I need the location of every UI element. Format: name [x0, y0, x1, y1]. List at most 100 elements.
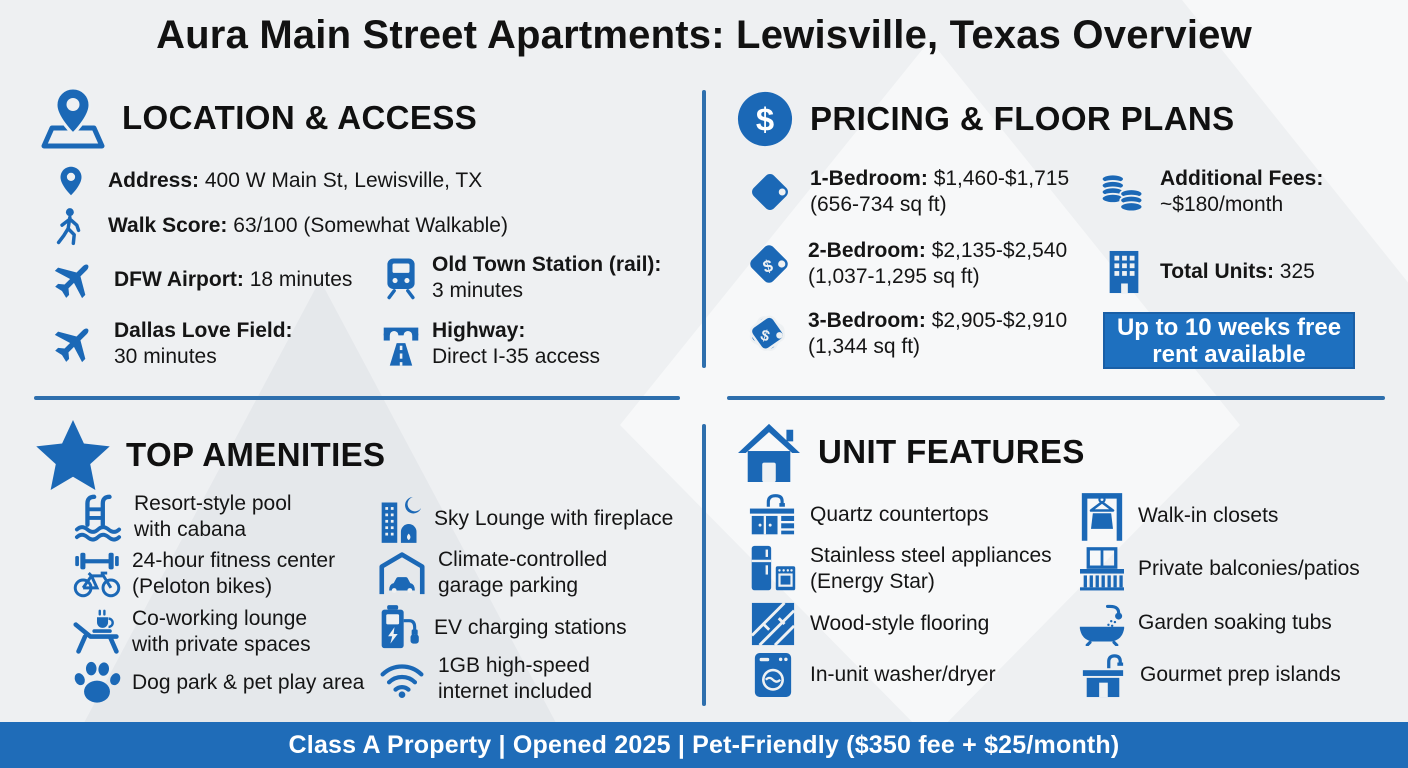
rail-label: Old Town Station (rail):	[432, 253, 662, 276]
one-bed-label: 1-Bedroom:	[810, 167, 928, 190]
feature-flooring: Wood-style flooring	[750, 600, 989, 648]
banner-line1: Up to 10 weeks free	[1116, 313, 1342, 341]
train-icon	[382, 255, 420, 301]
amenity-text: Climate-controlled	[438, 548, 608, 571]
price-tag-dollar-icon: $	[744, 240, 794, 288]
pool-icon	[74, 492, 122, 542]
one-bedroom-row: 1-Bedroom: $1,460-$1,715 (656-734 sq ft)	[746, 164, 1069, 220]
countertop-icon	[748, 492, 796, 538]
fitness-icon	[72, 548, 122, 600]
free-rent-banner: Up to 10 weeks free rent available	[1103, 312, 1355, 369]
amenities-heading: TOP AMENITIES	[126, 436, 386, 473]
three-bedroom-row: $ 3-Bedroom: $2,905-$2,910 (1,344 sq ft)	[742, 306, 1067, 362]
feature-text: Garden soaking tubs	[1138, 611, 1332, 634]
pin-icon	[58, 165, 84, 197]
feature-islands: Gourmet prep islands	[1080, 650, 1341, 700]
address-label: Address:	[108, 169, 200, 192]
location-section-header: LOCATION & ACCESS	[40, 86, 477, 150]
paw-icon	[72, 660, 122, 706]
walk-score-row: Walk Score: 63/100 (Somewhat Walkable)	[56, 204, 676, 248]
feature-washer: In-unit washer/dryer	[752, 650, 996, 700]
amenity-text: Co-working lounge	[132, 607, 308, 630]
coworking-icon	[72, 608, 122, 656]
footer-text: Class A Property | Opened 2025 | Pet-Fri…	[288, 730, 1120, 759]
divider-vertical-bottom	[702, 424, 706, 706]
additional-fees-row: Additional Fees: ~$180/month	[1098, 164, 1323, 220]
dfw-airport-row: DFW Airport: 18 minutes	[50, 256, 352, 304]
walk-score-label: Walk Score:	[108, 214, 228, 237]
rail-station-row: Old Town Station (rail): 3 minutes	[382, 250, 661, 306]
banner-line2: rent available	[1152, 340, 1306, 368]
feature-appliances: Stainless steel appliances (Energy Star)	[748, 540, 1052, 598]
amenity-text: Resort-style pool	[134, 492, 292, 515]
amenity-text: Dog park & pet play area	[132, 671, 365, 694]
amenity-ev: EV charging stations	[378, 604, 627, 652]
feature-text: Quartz countertops	[810, 503, 989, 526]
amenity-coworking: Co-working lounge with private spaces	[72, 604, 311, 660]
amenity-dog-park: Dog park & pet play area	[72, 660, 364, 706]
building-icon	[1102, 249, 1146, 295]
divider-horizontal-left	[34, 396, 680, 400]
features-section-header: UNIT FEATURES	[736, 422, 1085, 482]
fees-label: Additional Fees:	[1160, 167, 1324, 190]
highway-value: Direct I-35 access	[432, 345, 601, 368]
amenity-text: with cabana	[134, 518, 247, 541]
wifi-icon	[378, 659, 426, 699]
dfw-label: DFW Airport:	[114, 268, 244, 291]
amenity-internet: 1GB high-speed internet included	[378, 652, 592, 706]
love-field-value: 30 minutes	[114, 345, 217, 368]
island-icon	[1080, 651, 1126, 699]
two-bed-value: $2,135-$2,540	[931, 239, 1068, 262]
feature-text: In-unit washer/dryer	[810, 663, 996, 686]
address-value: 400 W Main St, Lewisville, TX	[204, 169, 483, 192]
footer-bar: Class A Property | Opened 2025 | Pet-Fri…	[0, 722, 1408, 768]
units-label: Total Units:	[1160, 260, 1274, 283]
feature-text: Stainless steel appliances	[810, 544, 1052, 567]
ev-charging-icon	[378, 604, 422, 652]
pricing-heading: PRICING & FLOOR PLANS	[810, 100, 1235, 137]
feature-text: Walk-in closets	[1138, 504, 1279, 527]
rail-value: 3 minutes	[432, 279, 524, 302]
price-tags-icon: $	[742, 309, 794, 359]
amenity-pool: Resort-style pool with cabana	[74, 490, 292, 544]
two-bedroom-row: $ 2-Bedroom: $2,135-$2,540 (1,037-1,295 s…	[744, 236, 1067, 292]
garage-icon	[378, 550, 426, 596]
three-bed-value: $2,905-$2,910	[931, 309, 1068, 332]
amenity-text: 24-hour fitness center	[132, 549, 336, 572]
flooring-icon	[750, 601, 796, 647]
feature-text: (Energy Star)	[810, 570, 935, 593]
walker-icon	[56, 206, 82, 246]
closet-icon	[1080, 491, 1124, 541]
airplane-icon	[50, 258, 96, 302]
svg-text:$: $	[756, 101, 774, 138]
amenity-fitness: 24-hour fitness center (Peloton bikes)	[72, 546, 335, 602]
dfw-value: 18 minutes	[249, 268, 353, 291]
background-corner	[1150, 0, 1408, 460]
feature-text: Gourmet prep islands	[1140, 663, 1341, 686]
dollar-circle-icon: $	[736, 90, 794, 148]
one-bed-value: $1,460-$1,715	[933, 167, 1070, 190]
star-icon	[36, 420, 110, 490]
house-icon	[736, 422, 802, 482]
fees-value: ~$180/month	[1160, 193, 1284, 216]
amenity-text: internet included	[438, 680, 593, 703]
amenity-text: EV charging stations	[434, 616, 627, 639]
features-heading: UNIT FEATURES	[818, 433, 1085, 470]
feature-balconies: Private balconies/patios	[1078, 546, 1360, 592]
two-bed-sqft: (1,037-1,295 sq ft)	[808, 265, 980, 288]
units-value: 325	[1279, 260, 1315, 283]
pricing-section-header: $ PRICING & FLOOR PLANS	[736, 90, 1235, 148]
appliances-icon	[748, 544, 798, 594]
map-location-icon	[40, 86, 106, 150]
two-bed-label: 2-Bedroom:	[808, 239, 926, 262]
page-title: Aura Main Street Apartments: Lewisville,…	[156, 13, 1252, 57]
amenity-sky-lounge: Sky Lounge with fireplace	[378, 494, 673, 544]
amenity-text: Sky Lounge with fireplace	[434, 507, 674, 530]
amenity-garage: Climate-controlled garage parking	[378, 546, 607, 600]
price-tag-icon	[746, 169, 794, 215]
feature-text: Wood-style flooring	[810, 612, 990, 635]
feature-tubs: Garden soaking tubs	[1078, 598, 1332, 648]
amenity-text: with private spaces	[132, 633, 311, 656]
love-field-label: Dallas Love Field:	[114, 319, 293, 342]
